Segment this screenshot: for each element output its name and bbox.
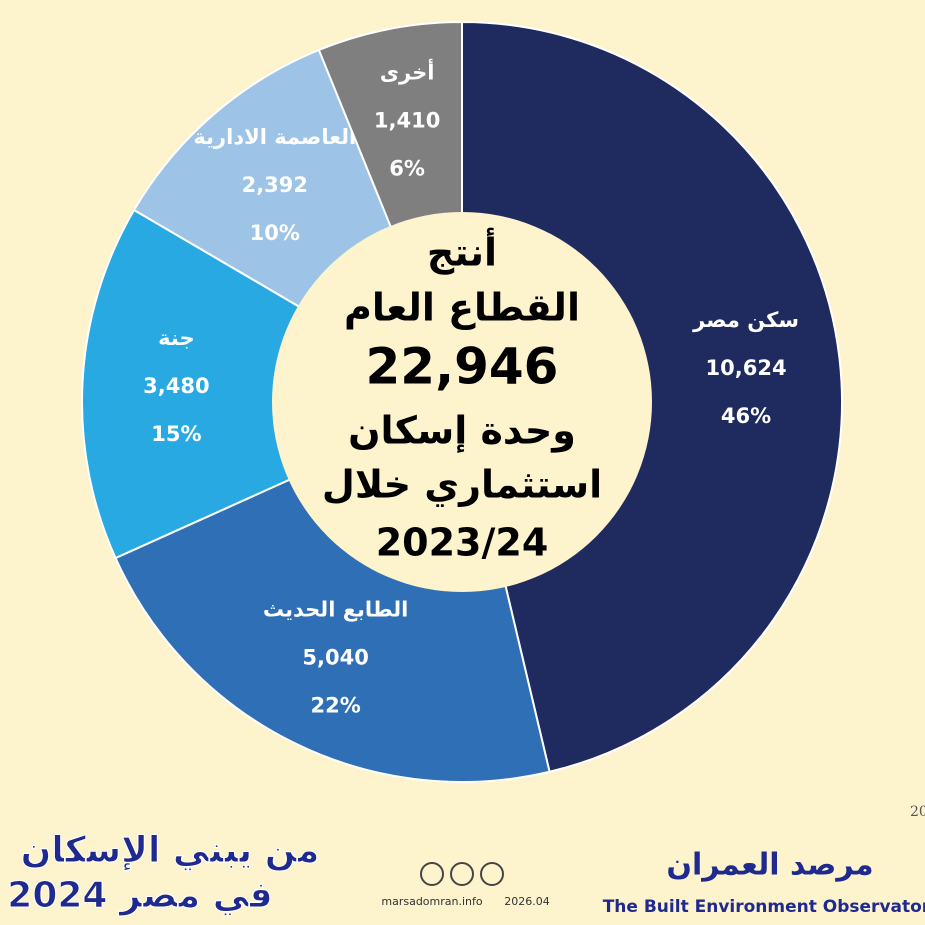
icon	[480, 862, 504, 886]
value-label: 2,392	[242, 173, 308, 197]
logo-en: The Built Environment Observatory	[603, 897, 925, 917]
icon	[450, 862, 474, 886]
title: في مصر 2024	[7, 875, 272, 916]
site: marsadomran.info	[381, 895, 483, 908]
center-line: 22,946	[366, 338, 559, 396]
center-text: أنتج القطاع العام 22,946 وحدة إسكان استثماري…	[322, 228, 602, 565]
category-label: أخرى	[380, 57, 435, 84]
center-line: وحدة إسكان	[348, 409, 576, 454]
value-label: 1,410	[374, 108, 440, 132]
percent-label: 46%	[721, 404, 771, 428]
center-hole	[272, 212, 652, 592]
category-label: الطابع الحديث	[263, 598, 408, 622]
license-icons	[420, 862, 504, 886]
category-label: العاصمة الادارية	[193, 125, 356, 149]
source: المصادر: الجهاز المركزي للتعبئة العامة و…	[910, 804, 925, 820]
logo-ar: مرصد العمران	[666, 848, 873, 883]
category-label: سكن مصر	[692, 308, 799, 332]
percent-label: 15%	[151, 422, 201, 446]
title: من يبني الإسكان	[21, 830, 320, 871]
center-line: 2023/24	[376, 521, 549, 565]
slice	[81, 208, 465, 560]
category-label: جنة	[158, 326, 194, 350]
icon	[420, 862, 444, 886]
percent-label: 10%	[250, 221, 300, 245]
date: 2026.04	[504, 895, 550, 908]
center-line: أنتج	[427, 228, 497, 275]
value-label: 3,480	[143, 374, 209, 398]
center-line: القطاع العام	[344, 286, 580, 331]
value-label: 10,624	[706, 356, 787, 380]
value-label: 5,040	[302, 646, 368, 670]
slice	[461, 20, 843, 773]
percent-label: 22%	[311, 694, 361, 718]
center-line: استثماري خلال	[322, 463, 602, 507]
percent-label: 6%	[389, 156, 425, 180]
